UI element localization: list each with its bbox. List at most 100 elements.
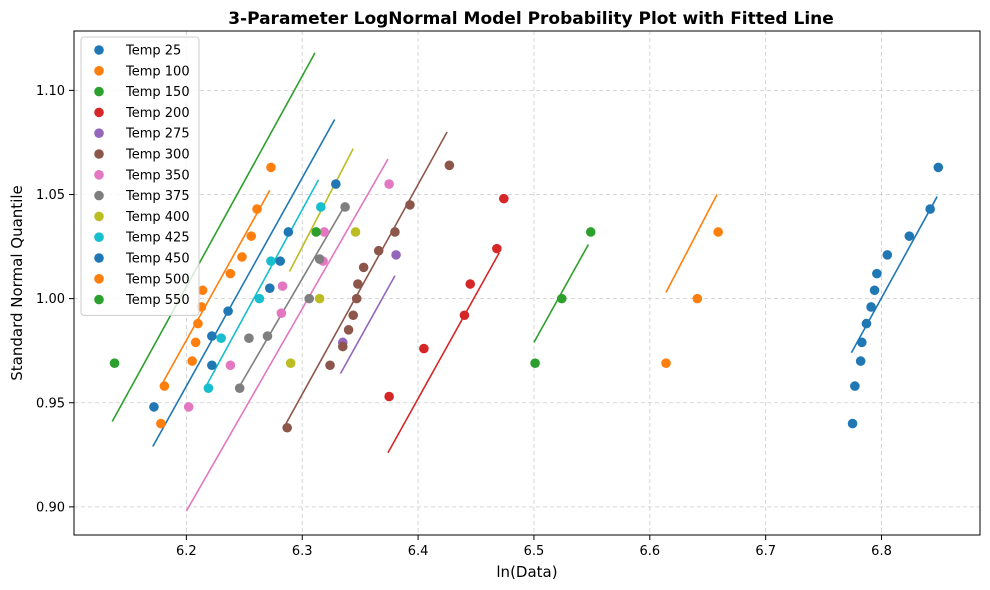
data-point (847, 418, 858, 429)
data-point (882, 250, 893, 260)
x-tick-label: 6.3 (292, 544, 313, 559)
fit-line (206, 179, 320, 385)
fit-lines (111, 52, 938, 512)
data-point (556, 293, 567, 304)
data-point (444, 160, 455, 171)
data-point (384, 179, 394, 189)
data-point (244, 333, 254, 343)
fit-line (111, 52, 316, 422)
data-point (266, 162, 276, 173)
legend-marker (94, 107, 104, 118)
data-point (869, 285, 880, 296)
data-point (405, 200, 415, 210)
legend-label: Temp 450 (125, 252, 190, 267)
data-point (384, 391, 394, 402)
fit-line (160, 189, 271, 387)
data-point (350, 227, 361, 237)
legend-label: Temp 500 (125, 272, 190, 287)
data-point (285, 358, 296, 368)
legend-label: Temp 425 (125, 231, 190, 246)
data-point (207, 360, 217, 371)
plot-frame (73, 30, 981, 536)
data-point (925, 204, 935, 214)
legend-label: Temp 350 (125, 168, 190, 183)
x-tick-label: 6.4 (408, 544, 429, 559)
data-point (252, 204, 262, 214)
data-point (348, 310, 359, 321)
data-point (314, 254, 325, 264)
data-point (340, 202, 350, 212)
data-point (391, 250, 401, 260)
y-tick-label: 0.95 (36, 396, 65, 411)
data-point (159, 381, 170, 391)
data-point (904, 231, 915, 241)
data-point (530, 358, 540, 368)
legend-marker (94, 45, 104, 55)
data-point (156, 418, 166, 429)
data-point (343, 325, 354, 335)
y-tick-label: 1.00 (36, 292, 65, 307)
data-point (203, 383, 214, 393)
data-point (190, 337, 201, 348)
data-point (276, 308, 287, 318)
data-point (216, 333, 226, 343)
data-point (264, 283, 275, 294)
data-point (358, 262, 369, 273)
legend-marker (94, 190, 104, 201)
data-point (492, 243, 502, 254)
y-tick-label: 1.10 (36, 84, 65, 99)
fit-line (152, 119, 336, 447)
data-point (866, 302, 876, 312)
legend-marker (94, 294, 104, 305)
x-tick-label: 6.7 (755, 544, 776, 559)
legend-marker (94, 170, 104, 180)
fit-line (238, 208, 344, 387)
legend-marker (94, 86, 104, 97)
data-point (277, 281, 288, 291)
data-point (246, 231, 257, 241)
data-point (855, 356, 866, 366)
legend-marker (94, 149, 104, 159)
data-point (661, 358, 671, 368)
x-tick-label: 6.8 (871, 544, 892, 559)
x-tick-label: 6.6 (639, 544, 660, 559)
x-axis-label: ln(Data) (496, 563, 557, 581)
legend-label: Temp 375 (125, 189, 190, 204)
y-tick-label: 0.90 (36, 500, 65, 515)
data-point (351, 293, 362, 304)
data-point (459, 310, 470, 321)
data-point (692, 293, 703, 304)
fit-line (533, 244, 590, 343)
y-tick-label: 1.05 (36, 188, 65, 203)
legend-box (80, 36, 200, 316)
data-point (223, 306, 233, 316)
fit-line (185, 158, 389, 512)
legend-label: Temp 25 (125, 44, 181, 59)
data-point (314, 293, 325, 304)
data-point (225, 360, 236, 371)
legend-label: Temp 550 (125, 293, 190, 308)
data-point (187, 356, 197, 366)
data-point (499, 193, 509, 204)
x-tick-label: 6.2 (176, 544, 197, 559)
data-point (857, 337, 867, 348)
legend-label: Temp 300 (125, 148, 190, 163)
data-point (234, 383, 245, 393)
data-point (254, 293, 265, 304)
data-point (282, 422, 292, 433)
legend-marker (94, 128, 104, 138)
data-point (315, 202, 326, 212)
legend-marker (94, 211, 104, 222)
fit-line (339, 275, 396, 374)
fit-line (665, 194, 718, 293)
data-point (237, 252, 247, 262)
legend-marker (94, 232, 104, 242)
data-point (861, 318, 872, 329)
data-point (353, 279, 363, 289)
legend-marker (94, 66, 104, 76)
data-points (109, 160, 944, 433)
data-point (319, 227, 330, 237)
data-point (465, 279, 476, 289)
data-point (419, 343, 429, 354)
